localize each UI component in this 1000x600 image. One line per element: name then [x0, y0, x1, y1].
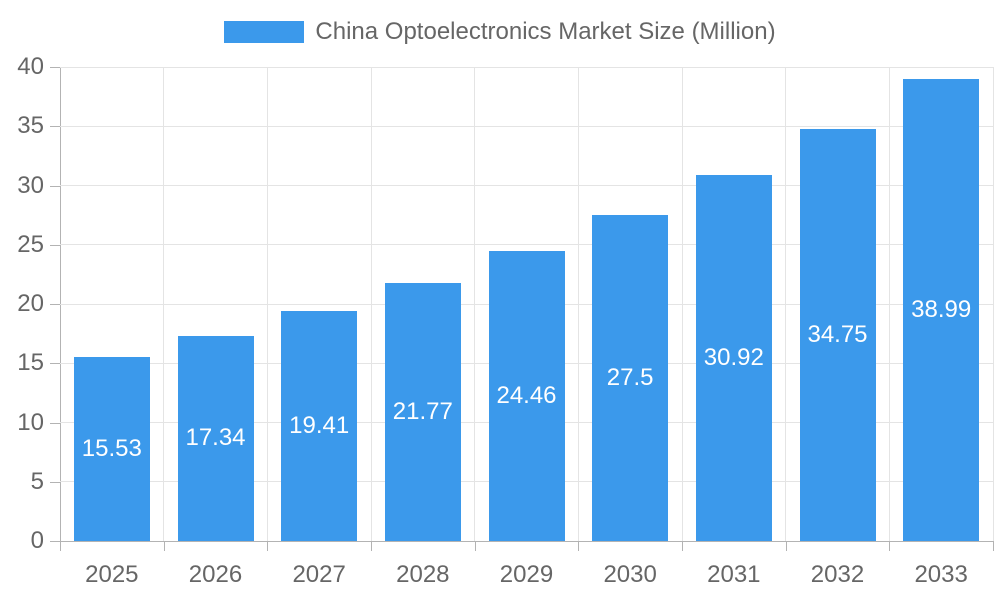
x-axis-tick — [889, 541, 891, 551]
x-gridline — [163, 67, 165, 541]
x-axis-tick-label: 2026 — [188, 561, 243, 588]
y-axis-tick-label: 30 — [17, 171, 44, 199]
y-axis-tick-label: 35 — [17, 112, 44, 140]
y-gridline — [60, 244, 993, 246]
bar[interactable]: 19.41 — [281, 311, 358, 541]
x-gridline — [681, 67, 683, 541]
bar[interactable]: 30.92 — [695, 174, 772, 541]
plot-area: 15.53 17.34 19.41 21.77 24.46 27.5 30.92 34.75 3… — [60, 66, 994, 541]
x-axis-tick — [267, 541, 269, 551]
y-axis-tick — [50, 363, 60, 365]
y-axis-tick-label: 25 — [17, 230, 44, 258]
y-gridline — [60, 125, 993, 127]
legend-label: China Optoelectronics Market Size (Milli… — [315, 18, 776, 45]
bar-value-label: 27.5 — [606, 364, 654, 392]
bar[interactable]: 15.53 — [73, 356, 150, 541]
bar-value-label: 30.92 — [703, 343, 764, 371]
legend-swatch — [224, 21, 305, 43]
bar-value-label: 34.75 — [807, 321, 868, 349]
x-axis-tick — [163, 541, 165, 551]
x-axis-tick — [682, 541, 683, 551]
y-axis-tick — [50, 185, 60, 187]
y-axis-tick-label: 20 — [17, 290, 44, 317]
x-gridline — [992, 67, 994, 541]
x-gridline — [577, 67, 579, 541]
y-axis-tick-label: 10 — [17, 408, 44, 436]
x-axis-tick — [474, 541, 476, 551]
x-axis-tick — [578, 541, 580, 551]
x-axis-line — [60, 541, 994, 542]
y-axis-tick-label: 15 — [17, 349, 44, 377]
bar-value-label: 15.53 — [81, 434, 142, 462]
y-axis-tick-label: 40 — [17, 53, 44, 80]
x-axis-tick-label: 2028 — [396, 561, 450, 588]
bar[interactable]: 21.77 — [384, 283, 461, 541]
bar-value-label: 19.41 — [289, 412, 350, 439]
bar[interactable]: 38.99 — [903, 78, 980, 541]
bar-value-label: 38.99 — [911, 295, 972, 323]
x-axis-tick-label: 2025 — [85, 561, 139, 588]
x-axis-tick — [371, 541, 372, 551]
x-axis-tick-label: 2031 — [707, 561, 761, 588]
bar-value-label: 17.34 — [185, 424, 246, 452]
y-axis-tick — [50, 126, 60, 128]
x-axis-tick — [993, 541, 994, 551]
y-axis-tick-label: 0 — [30, 527, 44, 554]
x-axis-tick-label: 2029 — [499, 561, 554, 588]
bar[interactable]: 34.75 — [799, 129, 876, 541]
x-gridline — [785, 67, 787, 541]
x-axis-tick — [60, 541, 61, 551]
bar[interactable]: 17.34 — [177, 335, 254, 541]
x-gridline — [266, 67, 268, 541]
x-axis-tick-label: 2027 — [292, 561, 346, 588]
bar[interactable]: 24.46 — [488, 251, 565, 541]
x-axis-tick-label: 2033 — [914, 561, 968, 588]
bar-value-label: 21.77 — [392, 398, 453, 426]
y-gridline — [60, 185, 993, 186]
y-axis-tick-label: 5 — [30, 467, 44, 495]
x-gridline — [474, 67, 476, 541]
bar-value-label: 24.46 — [496, 382, 557, 410]
x-axis-tick — [785, 541, 787, 551]
y-axis-tick — [50, 244, 60, 246]
y-gridline — [60, 66, 993, 68]
y-axis-tick — [50, 67, 60, 68]
x-gridline — [370, 67, 372, 541]
x-gridline — [888, 67, 890, 541]
y-axis-tick — [50, 304, 60, 305]
legend-item[interactable]: China Optoelectronics Market Size (Milli… — [0, 18, 1000, 46]
y-axis-tick — [50, 422, 60, 424]
y-axis-tick — [50, 541, 60, 542]
x-axis-tick-label: 2032 — [810, 561, 865, 588]
bar[interactable]: 27.5 — [592, 215, 669, 541]
x-axis-tick-label: 2030 — [603, 561, 657, 588]
y-axis-tick — [50, 481, 60, 483]
